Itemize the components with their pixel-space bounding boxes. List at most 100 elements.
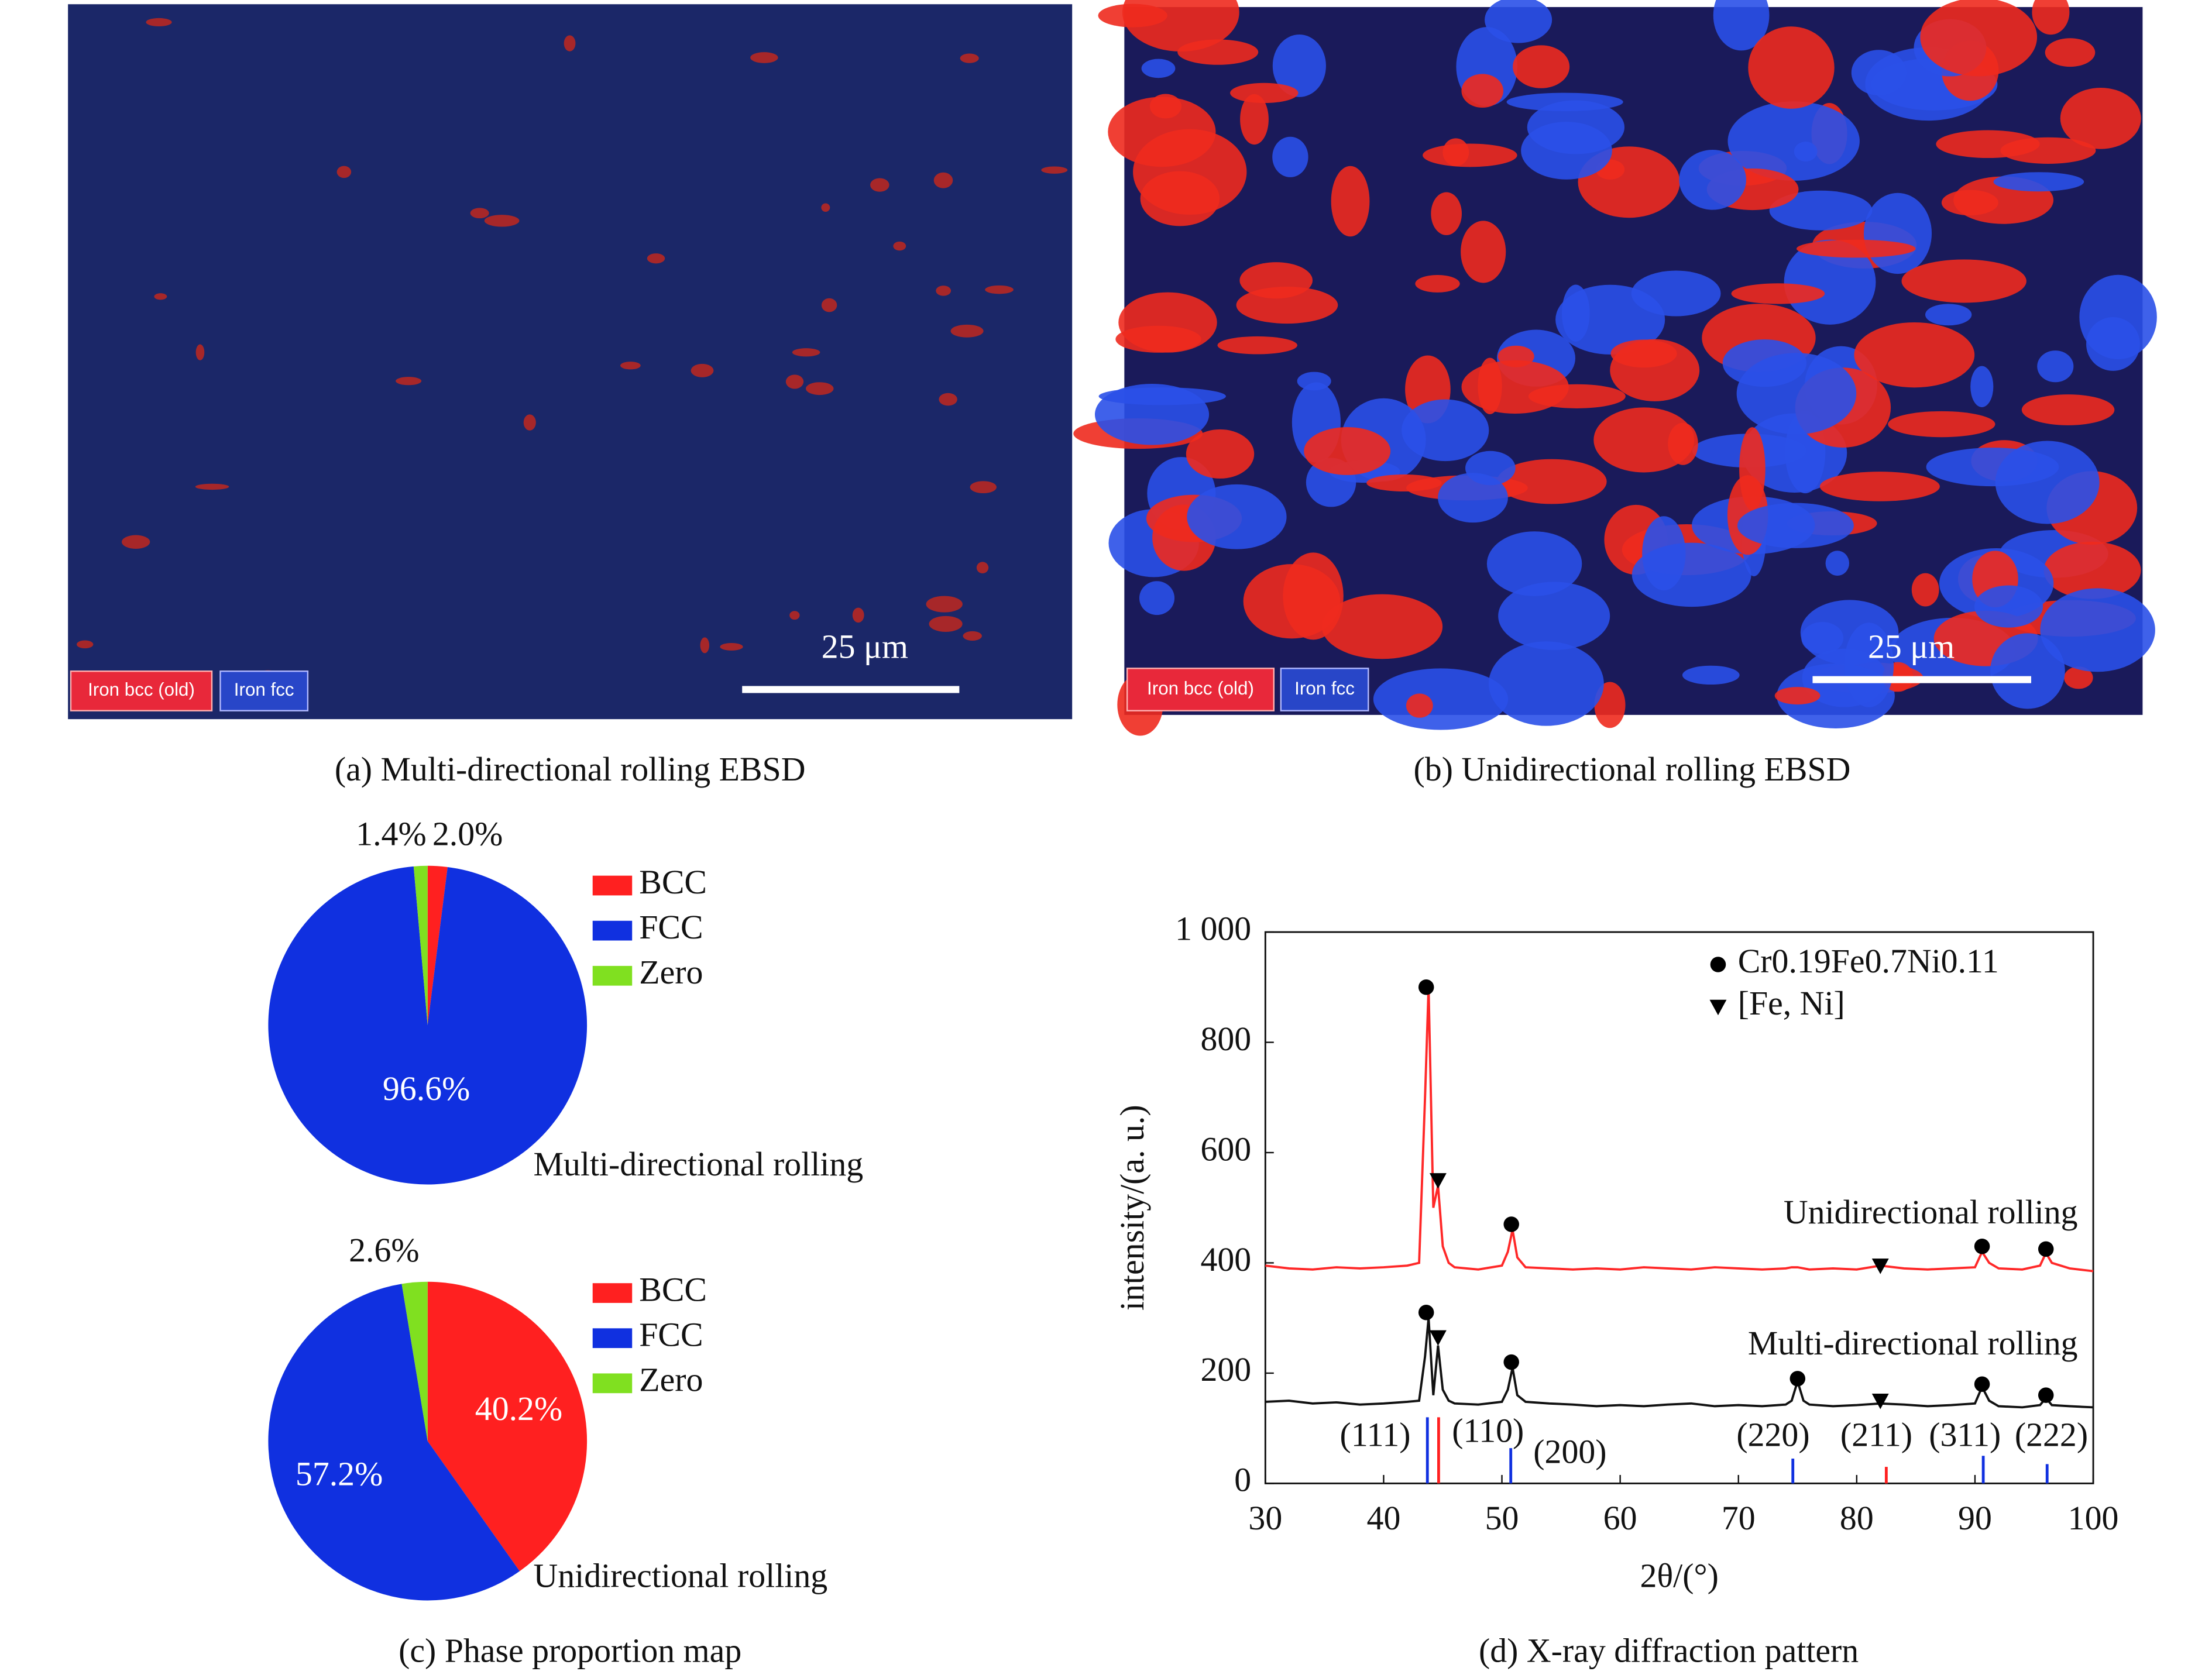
grain [1528,384,1626,408]
grain [1240,94,1269,145]
grain [1321,594,1443,659]
grain [1731,283,1825,304]
grain [1668,422,1698,465]
grain [1272,136,1308,177]
x-tick-label: 90 [1958,1499,1992,1537]
marker [2038,1387,2054,1403]
reference-label: (211) [1840,1416,1912,1454]
grain [1406,693,1433,718]
pie-title: Unidirectional rolling [534,1557,828,1595]
grain [146,18,172,27]
marker [1871,1259,1889,1274]
grain [470,208,489,219]
grain [821,298,837,312]
grain [1217,336,1297,355]
grain [2037,350,2074,383]
legend-box [1126,668,1275,711]
grain [1854,322,1975,388]
marker [1789,1371,1806,1387]
legend-swatch [592,965,633,986]
grain [1941,190,1998,216]
y-tick-label: 600 [1200,1130,1251,1168]
grain [1736,353,1857,435]
grain [1825,551,1850,576]
grain [1555,284,1665,355]
grain [933,172,953,188]
grain [720,643,743,651]
legend-label: Iron bcc (old) [1147,678,1254,699]
grain [396,377,422,386]
grain [195,483,229,490]
grain [750,52,778,63]
grain [1748,26,1835,109]
grain [336,166,352,178]
grain [821,203,830,212]
grain [1610,339,1700,401]
grain [1797,239,1916,258]
grain [1974,585,2043,628]
value-label: 40.2% [475,1390,562,1428]
grain [960,53,979,63]
grain [1272,35,1326,97]
grain [1141,59,1176,78]
caption: (a) Multi-directional rolling EBSD [335,750,806,788]
series-label: Unidirectional rolling [1784,1193,2078,1231]
scale-bar-label: 25 μm [822,627,908,665]
grain [1769,190,1873,231]
grain [195,344,205,360]
legend-label: BCC [639,863,707,901]
grain [870,178,889,192]
marker [1429,1330,1447,1346]
grain [1739,427,1766,511]
grain [1713,0,1770,51]
legend-label: Iron bcc (old) [88,679,195,700]
grain [926,596,963,613]
y-tick-label: 800 [1200,1020,1251,1058]
y-tick-label: 1 000 [1175,909,1251,947]
grain [1844,623,1894,707]
pie-slice [268,1284,520,1601]
grain [950,324,984,338]
legend-label: FCC [639,1315,703,1353]
grain [789,611,800,620]
grain [1990,633,2065,709]
grain [1819,472,1940,501]
marker [1429,1173,1447,1189]
grain [963,631,982,641]
grain [1631,542,1751,607]
grain [1331,166,1370,237]
grain [2040,588,2155,672]
marker [1709,999,1727,1016]
grain [1901,259,2026,303]
x-tick-label: 40 [1367,1499,1401,1537]
caption: (c) Phase proportion map [399,1631,741,1669]
grain [1461,74,1504,108]
value-label: 57.2% [296,1455,383,1493]
grain [1431,192,1462,235]
reference-label: (311) [1929,1416,2001,1454]
x-tick-label: 50 [1485,1499,1519,1537]
grain [1794,142,1818,161]
data-line [1265,1318,2094,1409]
grain [1297,372,1331,391]
marker [1710,957,1726,972]
marker [1503,1354,1519,1370]
pie-slice [427,865,448,1026]
grain [1993,172,2084,192]
reference-label: (222) [2015,1416,2088,1454]
grain [1682,665,1740,685]
grain [1438,473,1508,523]
grain [1486,531,1582,596]
grain [620,362,641,370]
caption: (b) Unidirectional rolling EBSD [1414,750,1851,788]
grain [1911,573,1939,607]
legend-label: [Fe, Ni] [1738,984,1845,1022]
y-tick-label: 0 [1234,1461,1251,1499]
ebsd-overlay: 25 μm Iron bcc (old) Iron fcc (a) Multi-… [70,627,2032,788]
grain [1140,171,1220,226]
reference-label: (200) [1533,1432,1606,1470]
grain [1521,122,1612,180]
grain [806,382,834,396]
grain [76,640,94,649]
grain [1727,101,1860,181]
